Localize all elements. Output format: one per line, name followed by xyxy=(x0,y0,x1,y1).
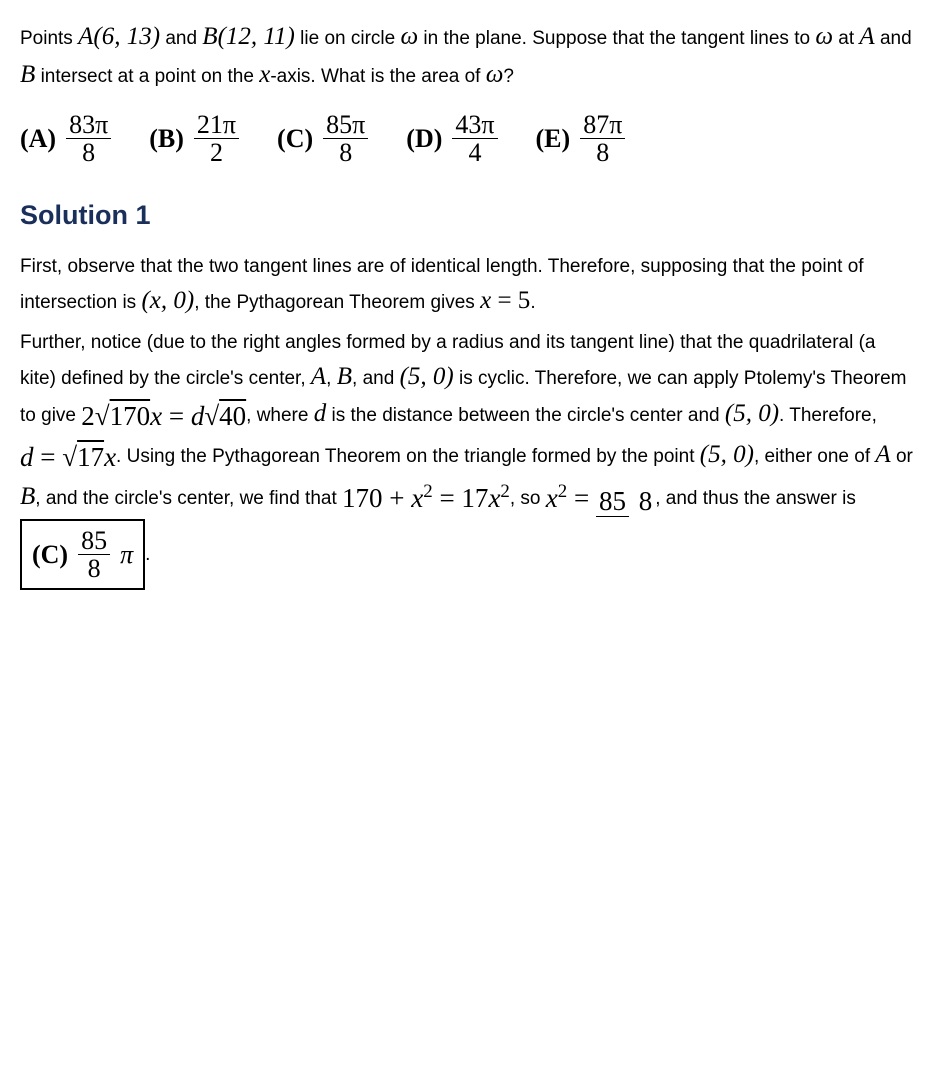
choice-label: (B) xyxy=(149,119,184,158)
text: -axis. What is the area of xyxy=(270,66,485,87)
var-B: B xyxy=(20,61,35,88)
math-eq: d = √17x xyxy=(20,437,116,478)
denominator: 8 xyxy=(85,555,104,582)
solution-paragraph-1: First, observe that the two tangent line… xyxy=(20,253,916,319)
text: , and xyxy=(352,368,400,389)
text: . xyxy=(530,292,535,313)
text: in the plane. Suppose that the tangent l… xyxy=(423,28,815,49)
choice-D: (D) 43π 4 xyxy=(406,111,497,167)
numerator: 87π xyxy=(580,111,625,139)
var-A: A xyxy=(311,363,326,390)
math-eq: x = 5 xyxy=(480,287,530,314)
numerator: 85π xyxy=(323,111,368,139)
denominator: 8 xyxy=(79,139,98,166)
text: , xyxy=(326,368,337,389)
denominator: 8 xyxy=(636,486,656,516)
fraction: 87π 8 xyxy=(580,111,625,167)
var-B: B xyxy=(337,363,352,390)
var-A: A xyxy=(875,441,890,468)
solution-heading: Solution 1 xyxy=(20,195,916,236)
answer-label: (C) xyxy=(32,535,68,574)
choice-label: (A) xyxy=(20,119,56,158)
fraction: 21π 2 xyxy=(194,111,239,167)
var-x: x xyxy=(259,61,270,88)
denominator: 8 xyxy=(593,139,612,166)
text: . Using the Pythagorean Theorem on the t… xyxy=(116,446,700,467)
math-eq: 170 + x2 = 17x2 xyxy=(342,478,510,519)
text: , where xyxy=(246,405,314,426)
choice-C: (C) 85π 8 xyxy=(277,111,368,167)
numerator: 85 xyxy=(78,527,110,555)
text: , the Pythagorean Theorem gives xyxy=(194,292,480,313)
choice-B: (B) 21π 2 xyxy=(149,111,239,167)
text: , so xyxy=(510,488,546,509)
text: , and thus the answer is xyxy=(655,488,856,509)
text: at xyxy=(838,28,859,49)
point-A: A(6, 13) xyxy=(78,23,160,50)
numerator: 43π xyxy=(452,111,497,139)
fraction: 85π 8 xyxy=(323,111,368,167)
numerator: 85 xyxy=(596,486,629,517)
denominator: 8 xyxy=(336,139,355,166)
denominator: 2 xyxy=(207,139,226,166)
numerator: 21π xyxy=(194,111,239,139)
text: is the distance between the circle's cen… xyxy=(332,405,725,426)
text: , and the circle's center, we find that xyxy=(35,488,342,509)
omega: ω xyxy=(486,61,504,88)
fraction: 85 8 xyxy=(596,487,655,515)
choice-label: (C) xyxy=(277,119,313,158)
text: and xyxy=(165,28,202,49)
text: and xyxy=(880,28,912,49)
problem-statement: Points A(6, 13) and B(12, 11) lie on cir… xyxy=(20,18,916,93)
math-point: (5, 0) xyxy=(700,441,754,468)
text: or xyxy=(896,446,913,467)
choice-E: (E) 87π 8 xyxy=(536,111,626,167)
text: Points xyxy=(20,28,78,49)
text: . Therefore, xyxy=(779,405,877,426)
math-point: (x, 0) xyxy=(141,287,194,314)
numerator: 83π xyxy=(66,111,111,139)
denominator: 4 xyxy=(465,139,484,166)
text: ? xyxy=(503,66,514,87)
text: . xyxy=(145,544,150,565)
boxed-answer: (C) 85 8 π xyxy=(20,519,145,591)
choice-A: (A) 83π 8 xyxy=(20,111,111,167)
text: lie on circle xyxy=(300,28,400,49)
pi: π xyxy=(120,535,133,574)
point-B: B(12, 11) xyxy=(202,23,295,50)
fraction: 85 8 xyxy=(78,527,110,583)
var-B: B xyxy=(20,483,35,510)
omega: ω xyxy=(400,23,418,50)
var-d: d xyxy=(314,400,327,427)
var-A: A xyxy=(859,23,874,50)
math-point: (5, 0) xyxy=(725,400,779,427)
text: , either one of xyxy=(754,446,875,467)
math-eq: x2 = 85 8 xyxy=(546,478,655,519)
text: intersect at a point on the xyxy=(41,66,260,87)
choice-label: (D) xyxy=(406,119,442,158)
math-point: (5, 0) xyxy=(400,363,454,390)
solution-paragraph-2: Further, notice (due to the right angles… xyxy=(20,329,916,590)
omega: ω xyxy=(815,23,833,50)
choice-label: (E) xyxy=(536,119,571,158)
answer-choices: (A) 83π 8 (B) 21π 2 (C) 85π 8 (D) 43π 4 … xyxy=(20,111,916,167)
fraction: 43π 4 xyxy=(452,111,497,167)
math-eq: 2√170x = d√40 xyxy=(81,396,246,437)
fraction: 83π 8 xyxy=(66,111,111,167)
